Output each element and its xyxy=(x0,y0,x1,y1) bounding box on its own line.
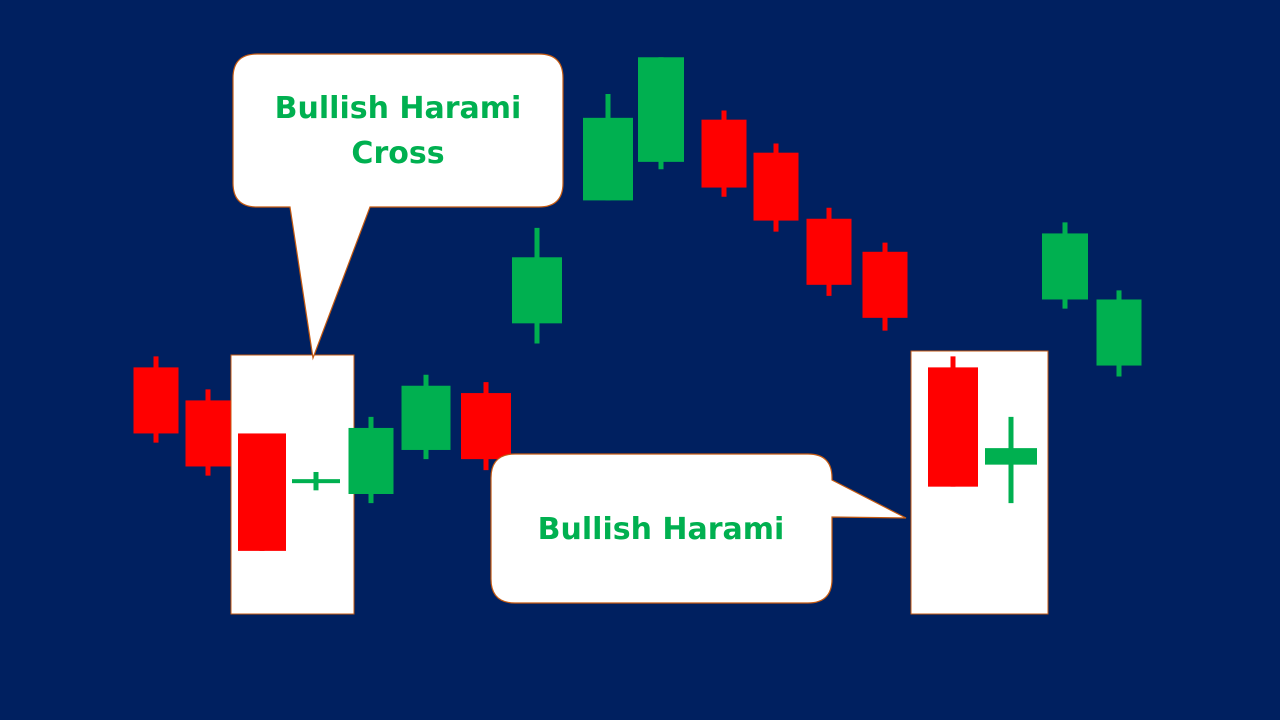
candle-18-body xyxy=(1096,299,1142,366)
callout-harami-cross-line-1: Bullish Harami xyxy=(275,91,522,126)
candle-7-body xyxy=(461,393,511,460)
candle-8-body xyxy=(512,257,562,324)
candle-14-body xyxy=(862,251,908,318)
candle-10-body xyxy=(638,57,684,162)
candle-13-body xyxy=(806,218,852,285)
candle-3 xyxy=(238,433,286,551)
callout-harami-cross: Bullish Harami Cross xyxy=(232,53,564,361)
candle-18 xyxy=(1096,290,1142,377)
candle-1 xyxy=(133,356,179,443)
candle-10 xyxy=(638,57,684,170)
candle-16 xyxy=(985,416,1037,504)
callout-harami-cross-line-2: Cross xyxy=(351,136,444,171)
candle-17 xyxy=(1042,222,1088,309)
candles-group xyxy=(133,57,1142,551)
callout-harami-line-1: Bullish Harami xyxy=(538,512,785,547)
candle-1-body xyxy=(133,367,179,434)
callout-harami-cross-bubble xyxy=(232,53,564,361)
candle-6 xyxy=(401,374,451,460)
candle-12 xyxy=(753,143,799,232)
candle-7 xyxy=(461,382,511,471)
candle-12-body xyxy=(753,152,799,221)
candle-11-body xyxy=(701,119,747,188)
candle-17-body xyxy=(1042,233,1088,300)
candle-16-body xyxy=(985,448,1037,465)
candle-5 xyxy=(348,416,394,504)
candle-9-body xyxy=(583,117,633,201)
candle-11 xyxy=(701,110,747,197)
candle-4-body xyxy=(292,479,340,484)
candle-15 xyxy=(928,356,978,487)
candle-13 xyxy=(806,207,852,296)
candle-15-body xyxy=(928,367,978,487)
candle-14 xyxy=(862,242,908,331)
candle-3-body xyxy=(238,433,286,551)
callout-harami: Bullish Harami xyxy=(490,453,907,604)
candle-5-body xyxy=(348,427,394,494)
candle-8 xyxy=(512,227,562,344)
candle-9 xyxy=(583,93,633,201)
candle-2-body xyxy=(185,400,231,467)
callout-harami-bubble xyxy=(490,453,907,604)
candle-2 xyxy=(185,389,231,476)
candle-4 xyxy=(292,471,340,491)
candle-6-body xyxy=(401,385,451,450)
